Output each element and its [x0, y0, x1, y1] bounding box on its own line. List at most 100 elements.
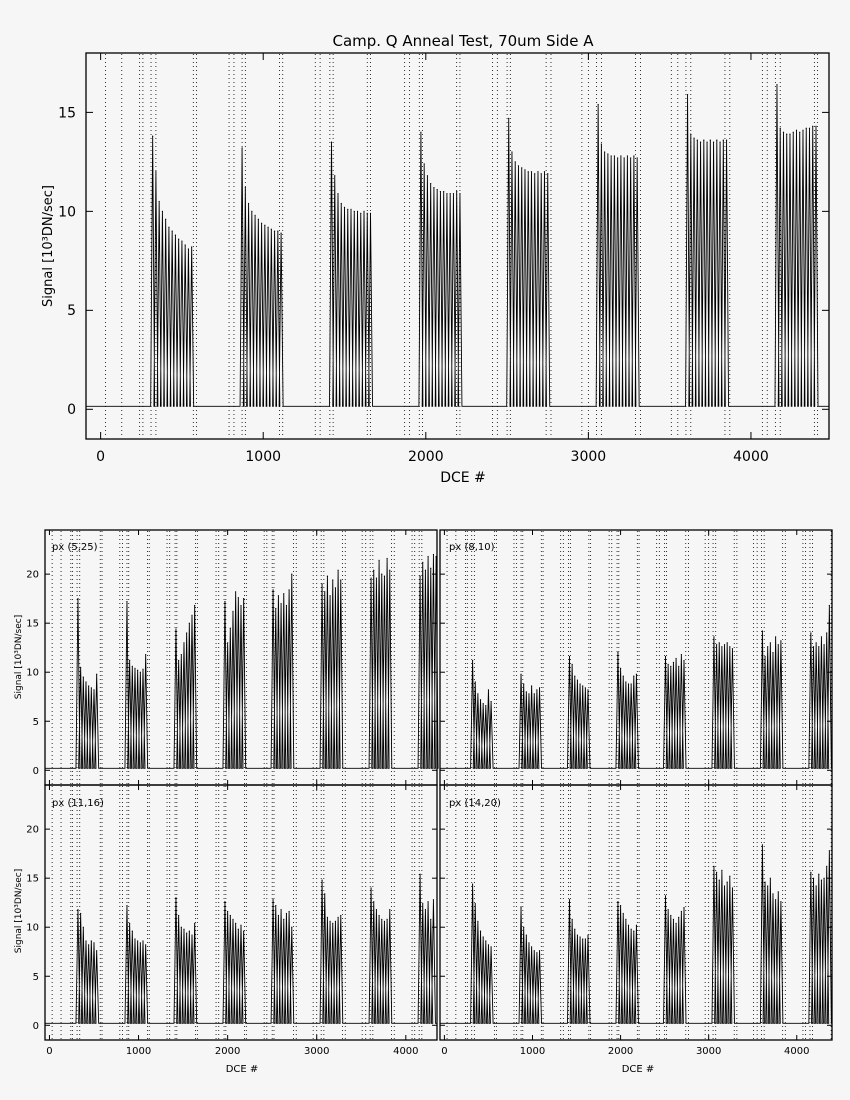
- data-point-block1-7: [93, 942, 95, 944]
- panel-top-left-label: px (5,25): [52, 542, 98, 553]
- data-point-block2-2: [244, 187, 246, 189]
- data-point-block1-7: [487, 689, 490, 691]
- data-point-block8-1: [810, 632, 812, 634]
- data-point-block8-2: [422, 903, 424, 905]
- data-point-block6-7: [337, 916, 339, 919]
- data-point-block6-6: [726, 881, 728, 883]
- data-point-block6-2: [600, 143, 602, 145]
- y-tick-label: 15: [26, 874, 39, 885]
- data-point-block5-2: [275, 905, 277, 907]
- x-tick-label: 2000: [608, 1046, 633, 1057]
- data-point-block6-11: [630, 157, 632, 159]
- data-point-block2-4: [528, 693, 530, 695]
- y-tick-label: 15: [26, 619, 39, 630]
- data-point-block7-8: [709, 139, 711, 141]
- data-point-block7-3: [767, 646, 769, 648]
- data-point-block2-9: [267, 226, 269, 228]
- data-point-block2-4: [251, 210, 253, 212]
- data-point-block7-3: [375, 577, 378, 579]
- x-tick-label: 0: [441, 1046, 447, 1057]
- data-point-block2-1: [126, 600, 128, 603]
- data-point-block5-1: [664, 655, 667, 658]
- data-point-block3-7: [584, 938, 586, 940]
- data-point-block8-5: [430, 567, 432, 569]
- data-point-block4-6: [436, 188, 438, 191]
- data-point-block2-1: [241, 147, 243, 149]
- data-point-block2-8: [538, 950, 541, 952]
- data-point-block6-8: [340, 579, 342, 581]
- data-point-block7-2: [690, 133, 692, 135]
- data-point-block8-3: [424, 908, 427, 911]
- data-point-block2-1: [126, 905, 128, 907]
- data-point-block8-3: [424, 569, 427, 571]
- data-point-block3-1: [568, 655, 571, 658]
- data-point-block3-8: [353, 210, 355, 212]
- data-point-block5-3: [277, 914, 280, 917]
- data-point-block5-7: [288, 589, 290, 591]
- data-point-block4-6: [630, 928, 632, 930]
- signal-trace: [440, 605, 832, 769]
- data-point-block5-6: [524, 169, 526, 171]
- data-point-block2-6: [533, 950, 535, 952]
- data-point-block3-3: [180, 926, 182, 928]
- data-point-block6-3: [604, 151, 606, 153]
- data-point-block8-11: [808, 127, 811, 129]
- data-point-block3-11: [363, 210, 365, 212]
- x-tick-label: 2000: [408, 449, 444, 465]
- data-point-block6-13: [636, 157, 638, 159]
- x-tick-label: 1000: [245, 449, 281, 465]
- data-point-block7-8: [780, 901, 782, 903]
- data-point-block4-7: [633, 930, 635, 932]
- data-point-block1-11: [184, 244, 186, 246]
- data-point-block4-4: [232, 918, 234, 920]
- main-plot-ylabel: Signal [10³DN/sec]: [41, 185, 56, 307]
- data-point-block1-1: [471, 659, 474, 662]
- data-point-block2-4: [134, 938, 136, 940]
- data-point-block2-5: [531, 685, 533, 687]
- data-point-block5-8: [530, 171, 533, 173]
- data-point-block5-5: [283, 593, 285, 595]
- data-point-block6-1: [597, 103, 599, 106]
- data-point-block8-2: [779, 127, 781, 129]
- data-point-block2-8: [264, 224, 266, 226]
- y-tick-label: 5: [67, 303, 76, 319]
- data-point-block6-7: [729, 875, 731, 877]
- data-point-block5-3: [514, 161, 516, 163]
- data-point-block5-6: [285, 912, 288, 915]
- data-point-block7-3: [693, 137, 695, 139]
- data-point-block5-13: [547, 173, 549, 175]
- data-point-block5-8: [291, 926, 293, 928]
- data-point-block7-3: [767, 885, 769, 887]
- data-point-block8-3: [815, 885, 817, 887]
- data-point-block4-3: [426, 175, 429, 177]
- data-point-block1-5: [482, 702, 484, 705]
- data-point-block5-3: [277, 595, 280, 597]
- data-point-block7-11: [719, 141, 721, 143]
- data-point-block4-5: [433, 187, 435, 189]
- data-point-block8-6: [432, 553, 435, 556]
- data-point-block6-8: [731, 648, 734, 650]
- data-point-block7-5: [772, 893, 774, 895]
- data-point-block6-7: [729, 646, 731, 648]
- data-point-block8-2: [422, 561, 424, 563]
- data-point-block2-2: [523, 683, 525, 685]
- data-point-block7-4: [769, 877, 771, 879]
- x-tick-label: 4000: [733, 449, 769, 465]
- data-point-block4-8: [243, 598, 245, 600]
- data-point-block4-1: [420, 131, 422, 133]
- data-point-block5-3: [670, 914, 672, 917]
- data-point-block4-6: [630, 683, 632, 685]
- axis-frame: [44, 784, 438, 1041]
- data-point-block5-8: [683, 906, 685, 909]
- y-tick-label: 5: [33, 972, 39, 983]
- data-point-block3-3: [180, 653, 182, 656]
- data-point-block8-6: [823, 877, 825, 879]
- data-point-block2-8: [145, 653, 147, 656]
- data-point-block5-4: [517, 165, 520, 167]
- data-point-block7-2: [764, 655, 766, 658]
- data-point-block2-10: [270, 228, 272, 230]
- data-point-block6-5: [332, 579, 334, 581]
- data-point-block3-6: [582, 938, 584, 940]
- data-point-block8-7: [826, 865, 828, 868]
